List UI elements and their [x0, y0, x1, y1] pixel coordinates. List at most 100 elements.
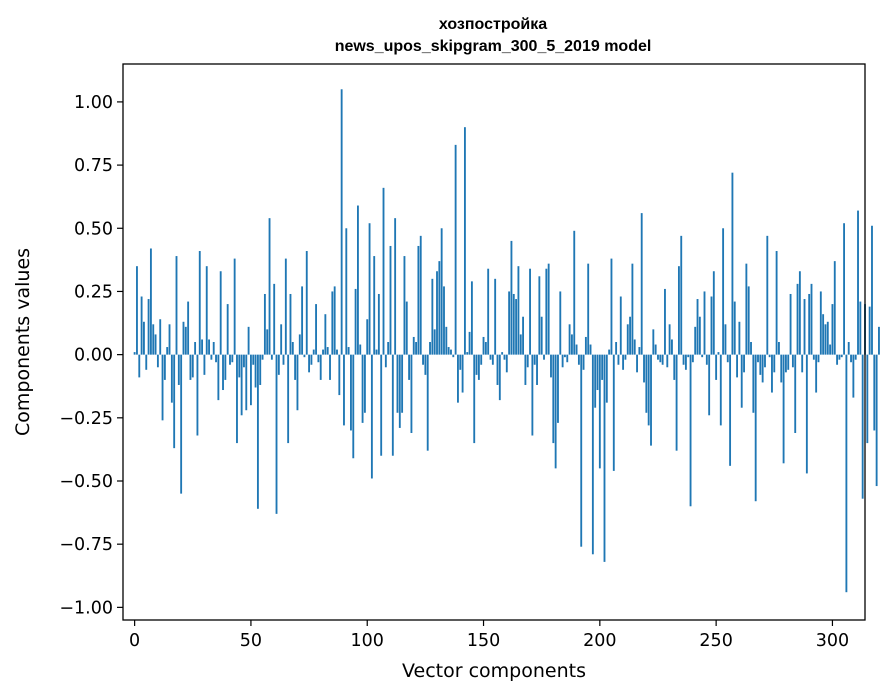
bar-45: [238, 354, 241, 378]
bar-121: [415, 342, 418, 355]
bar-85: [331, 291, 334, 355]
bar-268: [757, 354, 759, 363]
bar-222: [650, 354, 652, 446]
bar-244: [701, 354, 704, 358]
bar-128: [431, 278, 434, 355]
bar-293: [815, 354, 818, 393]
bar-171: [531, 354, 534, 436]
bar-119: [410, 354, 413, 433]
bar-14: [166, 347, 169, 355]
bar-261: [740, 354, 743, 408]
bar-16: [170, 354, 173, 403]
bar-122: [417, 245, 420, 355]
bar-129: [433, 329, 436, 355]
bar-225: [657, 354, 659, 360]
bar-198: [594, 354, 597, 408]
bar-86: [333, 286, 336, 355]
bar-215: [633, 339, 636, 355]
bar-76: [310, 354, 313, 365]
bar-7: [149, 248, 152, 355]
bar-30: [203, 354, 206, 375]
bar-46: [240, 354, 243, 416]
bar-287: [801, 354, 804, 373]
bar-269: [759, 354, 762, 375]
bar-200: [598, 354, 601, 469]
bar-276: [775, 251, 778, 355]
bar-232: [673, 354, 676, 380]
y-axis-label: Components values: [12, 248, 34, 436]
chart-title: хозпостройка: [439, 16, 547, 33]
bar-153: [489, 354, 492, 360]
bar-189: [573, 230, 576, 355]
x-tick-label: 150: [467, 631, 500, 651]
x-tick-label: 200: [583, 631, 616, 651]
bar-48: [245, 354, 248, 411]
bar-241: [694, 326, 697, 355]
bar-41: [229, 354, 231, 365]
bar-165: [517, 266, 520, 355]
bar-26: [194, 342, 197, 355]
bar-25: [191, 354, 194, 378]
bar-72: [301, 286, 304, 355]
bar-146: [473, 354, 476, 444]
bar-297: [824, 324, 827, 355]
bar-262: [743, 354, 745, 373]
bar-180: [552, 354, 555, 444]
bars-group: [133, 89, 880, 593]
bar-136: [450, 349, 452, 355]
x-tick-label: 50: [240, 631, 262, 651]
bar-317: [871, 225, 873, 355]
bar-35: [215, 354, 217, 363]
bar-144: [468, 331, 471, 355]
bar-21: [182, 321, 185, 355]
bar-5: [145, 354, 148, 370]
bar-252: [719, 354, 722, 426]
bar-308: [850, 354, 852, 363]
bar-234: [677, 266, 680, 355]
bar-298: [826, 321, 829, 355]
bar-318: [873, 354, 876, 431]
bar-212: [626, 324, 629, 355]
bar-295: [819, 291, 822, 355]
bar-259: [736, 354, 738, 378]
bar-168: [524, 354, 527, 385]
bar-148: [477, 354, 480, 380]
bar-69: [294, 354, 297, 380]
bar-309: [852, 354, 855, 398]
bar-67: [289, 293, 292, 355]
bar-159: [503, 354, 506, 360]
bar-65: [284, 258, 287, 355]
bar-151: [484, 342, 487, 355]
bar-226: [659, 354, 662, 363]
bar-272: [766, 235, 769, 355]
y-tick-label: −0.50: [59, 472, 113, 492]
bar-36: [217, 354, 220, 401]
bar-177: [545, 268, 548, 355]
bar-102: [370, 354, 373, 479]
bar-98: [361, 354, 364, 423]
bar-191: [577, 354, 580, 365]
bar-74: [305, 251, 308, 355]
bar-154: [491, 354, 494, 365]
bar-123: [419, 235, 422, 355]
bar-112: [394, 218, 397, 355]
bar-263: [745, 263, 748, 355]
bar-251: [717, 352, 720, 355]
bar-97: [359, 344, 362, 355]
bar-280: [784, 354, 787, 373]
bar-258: [733, 301, 736, 355]
y-tick-label: −0.75: [59, 535, 113, 555]
bar-172: [533, 354, 536, 365]
bar-203: [605, 354, 608, 403]
bar-299: [829, 344, 832, 355]
bar-12: [161, 354, 164, 421]
chart-subtitle: news_upos_skipgram_300_5_2019 model: [335, 38, 652, 55]
bar-245: [703, 291, 706, 355]
bar-37: [219, 271, 222, 355]
bar-149: [480, 354, 483, 365]
bar-64: [282, 354, 285, 365]
bar-257: [731, 172, 734, 355]
bar-139: [457, 354, 459, 403]
bar-71: [298, 334, 301, 355]
bar-310: [854, 354, 857, 360]
